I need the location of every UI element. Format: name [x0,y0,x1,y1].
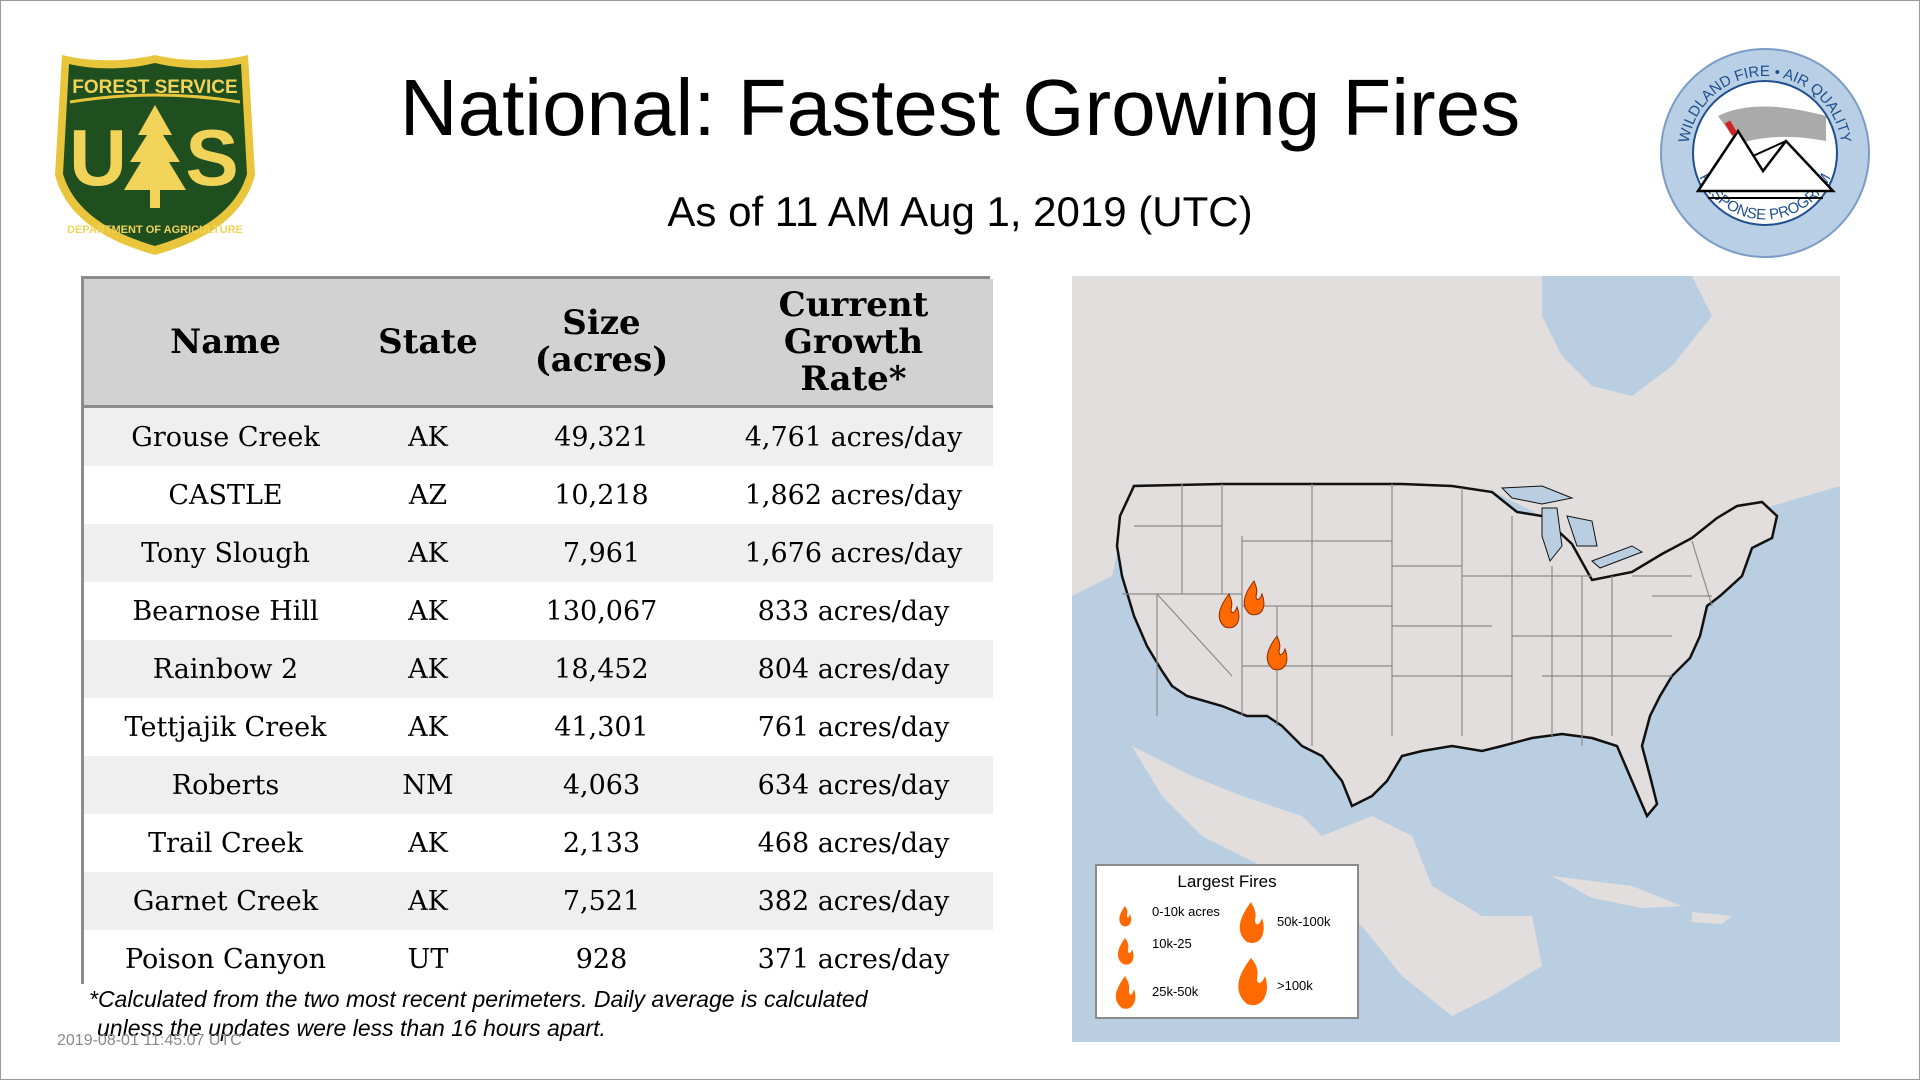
fire-markers [1218,579,1288,671]
fire-name: CASTLE [84,466,367,524]
air-quality-program-logo: WILDLAND FIRE • AIR QUALITY RESPONSE PRO… [1658,46,1872,260]
legend-title: Largest Fires [1177,872,1277,891]
fires-table: Name State Size (acres) Current Growth Rate… [81,276,993,988]
fire-growth-rate: 4,761 acres/day [714,406,993,466]
fire-icon [1243,579,1265,616]
fire-icon [1117,938,1134,965]
fire-growth-rate: 761 acres/day [714,698,993,756]
table-row: Garnet Creek AK 7,521 382 acres/day [84,872,993,930]
fire-icon [1239,902,1264,943]
legend-item-label: 0-10k acres [1152,904,1220,919]
svg-text:S: S [185,113,238,202]
fire-icon [1266,634,1288,671]
column-header-state: State [367,279,489,408]
fire-size: 130,067 [489,582,714,640]
fire-name: Bearnose Hill [84,582,367,640]
fire-name: Roberts [84,756,367,814]
column-header-name: Name [84,279,367,408]
fire-name: Tony Slough [84,524,367,582]
legend-item-label: 25k-50k [1152,984,1199,999]
fire-growth-rate: 1,862 acres/day [714,466,993,524]
fire-growth-rate: 833 acres/day [714,582,993,640]
fire-icon [1218,592,1240,629]
column-header-growth-rate: Current Growth Rate* [714,279,993,408]
state-borders [1122,484,1713,746]
fire-size: 49,321 [489,406,714,466]
fire-state: AK [367,406,489,466]
map-legend: Largest Fires 0-10k acres 10k-25 25k-50k… [1095,864,1359,1019]
svg-text:FOREST SERVICE: FOREST SERVICE [72,77,237,98]
page-subtitle: As of 11 AM Aug 1, 2019 (UTC) [667,188,1253,235]
legend-item-label: 50k-100k [1277,914,1331,929]
forest-service-logo: FOREST SERVICE U S DEPARTMENT OF AGRICUL… [50,50,260,260]
fire-growth-rate: 371 acres/day [714,930,993,988]
column-header-size: Size (acres) [489,279,714,408]
legend-fire-icons [1115,902,1267,1009]
table-row: Trail Creek AK 2,133 468 acres/day [84,814,993,872]
fire-name: Garnet Creek [84,872,367,930]
table-row: Poison Canyon UT 928 371 acres/day [84,930,993,988]
table-row: CASTLE AZ 10,218 1,862 acres/day [84,466,993,524]
table-row: Tony Slough AK 7,961 1,676 acres/day [84,524,993,582]
fire-name: Tettjajik Creek [84,698,367,756]
fire-icon [1119,906,1132,927]
fire-state: AK [367,872,489,930]
table-footnote: *Calculated from the two most recent per… [89,986,868,1041]
fire-icon [1115,976,1136,1009]
fire-size: 928 [489,930,714,988]
fire-name: Poison Canyon [84,930,367,988]
fire-growth-rate: 634 acres/day [714,756,993,814]
generated-timestamp: 2019-08-01 11:45:07 UTC [57,1032,242,1049]
fire-state: AZ [367,466,489,524]
svg-text:U: U [69,113,127,202]
fire-state: AK [367,524,489,582]
table-row: Grouse Creek AK 49,321 4,761 acres/day [84,406,993,466]
fire-size: 4,063 [489,756,714,814]
fire-size: 18,452 [489,640,714,698]
fire-icon [1238,958,1267,1006]
fire-growth-rate: 468 acres/day [714,814,993,872]
table-row: Bearnose Hill AK 130,067 833 acres/day [84,582,993,640]
table-header-row: Name State Size (acres) Current Growth Rate… [84,279,993,408]
table-row: Roberts NM 4,063 634 acres/day [84,756,993,814]
legend-item-label: 10k-25 [1152,936,1192,951]
fire-state: AK [367,698,489,756]
fire-state: AK [367,814,489,872]
fire-size: 41,301 [489,698,714,756]
fire-growth-rate: 804 acres/day [714,640,993,698]
fire-state: UT [367,930,489,988]
fire-size: 2,133 [489,814,714,872]
table-row: Tettjajik Creek AK 41,301 761 acres/day [84,698,993,756]
fire-growth-rate: 1,676 acres/day [714,524,993,582]
fire-growth-rate: 382 acres/day [714,872,993,930]
page-title: National: Fastest Growing Fires [399,63,1521,152]
table-row: Rainbow 2 AK 18,452 804 acres/day [84,640,993,698]
fire-state: AK [367,582,489,640]
svg-text:DEPARTMENT OF AGRICULTURE: DEPARTMENT OF AGRICULTURE [67,224,243,236]
fire-size: 10,218 [489,466,714,524]
fire-state: NM [367,756,489,814]
forest-service-shield-icon: FOREST SERVICE U S DEPARTMENT OF AGRICUL… [55,55,255,255]
fire-name: Grouse Creek [84,406,367,466]
legend-item-label: >100k [1277,978,1313,993]
fire-size: 7,521 [489,872,714,930]
fire-state: AK [367,640,489,698]
fire-name: Rainbow 2 [84,640,367,698]
fire-name: Trail Creek [84,814,367,872]
wildland-fire-air-quality-icon: WILDLAND FIRE • AIR QUALITY RESPONSE PRO… [1660,48,1870,258]
fire-size: 7,961 [489,524,714,582]
